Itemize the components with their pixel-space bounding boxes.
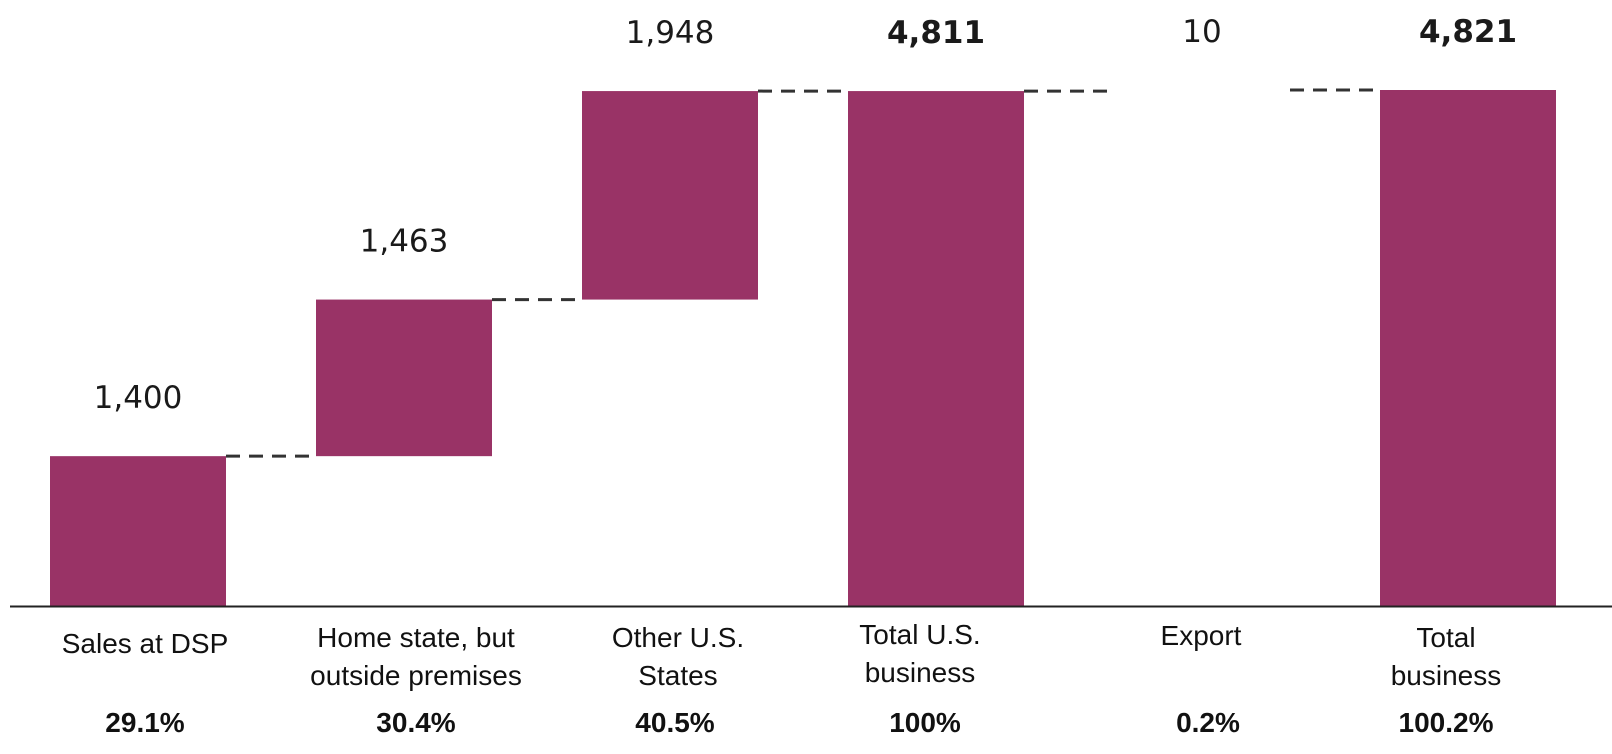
percent-label-5: 0.2%	[1176, 707, 1240, 738]
category-label-1: Sales at DSP	[62, 628, 229, 659]
bar-1	[50, 456, 226, 606]
percent-labels-group: 29.1% 30.4% 40.5% 100% 0.2% 100.2%	[105, 707, 1493, 738]
value-label-1: 1,400	[94, 380, 183, 416]
bar-3	[582, 91, 758, 300]
percent-label-6: 100.2%	[1399, 707, 1494, 738]
bar-4	[848, 91, 1024, 607]
bars-group	[50, 90, 1556, 607]
category-label-2: Home state, but outside premises	[310, 622, 522, 691]
category-label-3: Other U.S. States	[612, 622, 744, 691]
value-label-4: 4,811	[887, 15, 985, 51]
category-label-5: Export	[1161, 620, 1242, 651]
category-label-6: Total business	[1391, 622, 1502, 691]
value-label-2: 1,463	[360, 224, 449, 260]
value-labels-group: 1,400 1,463 1,948 4,811 10 4,821	[91, 11, 1520, 419]
percent-label-1: 29.1%	[105, 707, 184, 738]
category-labels-group: Sales at DSP Home state, but outside premi…	[62, 619, 1502, 691]
category-label-4: Total U.S. business	[859, 619, 980, 688]
bar-2	[316, 299, 492, 457]
bar-6	[1380, 90, 1556, 606]
percent-label-4: 100%	[889, 707, 961, 738]
percent-label-2: 30.4%	[376, 707, 455, 738]
value-label-3: 1,948	[626, 15, 715, 51]
connector-lines	[226, 88, 1380, 458]
value-label-6: 4,821	[1419, 14, 1517, 50]
percent-label-3: 40.5%	[635, 707, 714, 738]
bar-5	[1114, 90, 1290, 91]
value-label-5: 10	[1182, 14, 1221, 50]
